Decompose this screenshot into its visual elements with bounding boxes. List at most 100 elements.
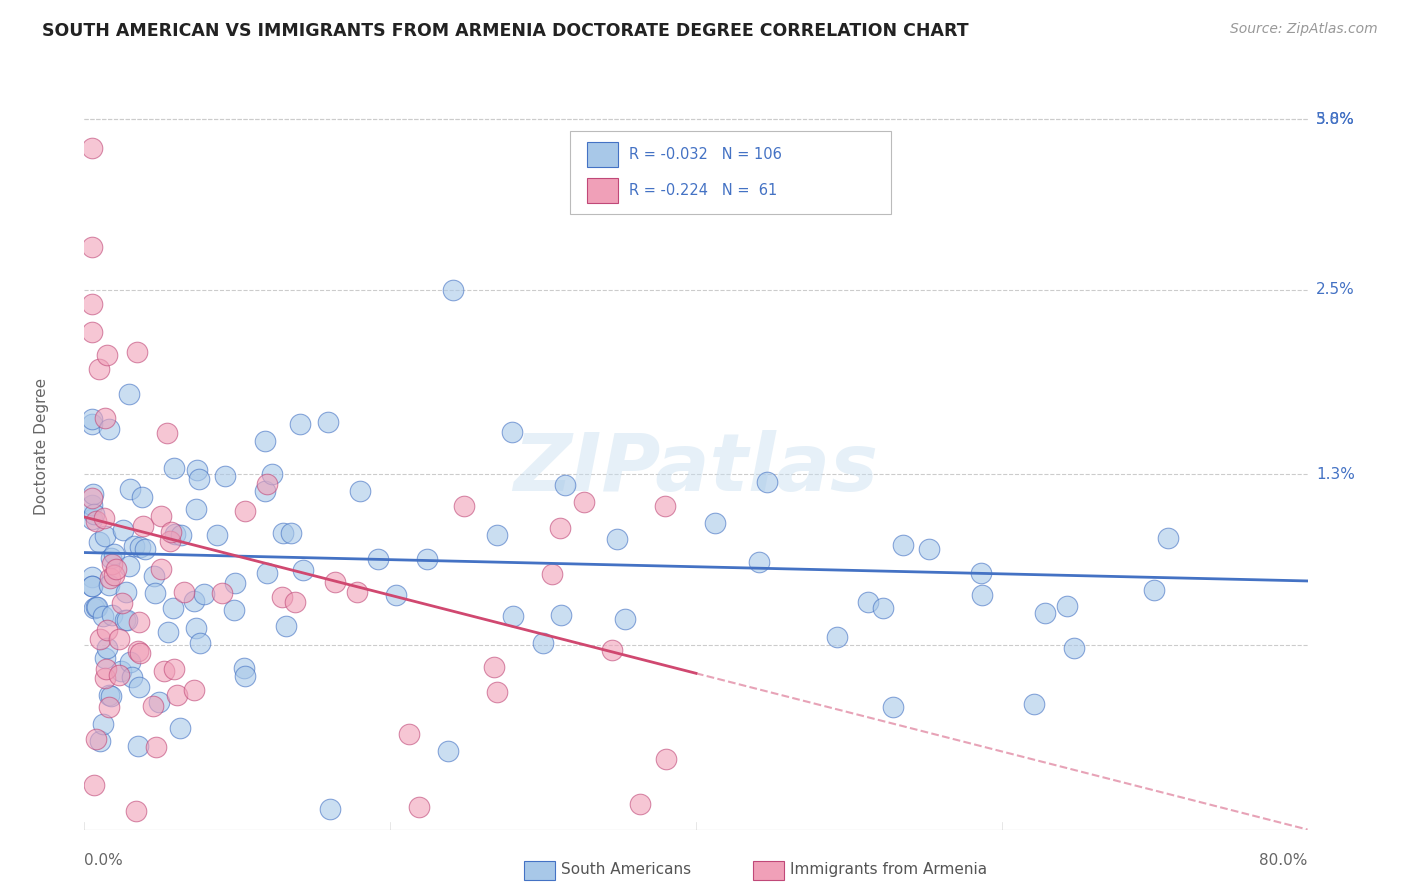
Point [125,804,148,818]
Text: ZIPatlas: ZIPatlas [513,430,879,508]
Point [441,283,464,297]
Point [323,575,346,590]
Point [108,632,131,646]
Point [103,547,125,561]
Point [94,651,117,665]
Point [89,734,111,748]
Text: SOUTH AMERICAN VS IMMIGRANTS FROM ARMENIA DOCTORATE DEGREE CORRELATION CHART: SOUTH AMERICAN VS IMMIGRANTS FROM ARMENI… [42,22,969,40]
Point [80,579,103,593]
Point [319,801,342,815]
Point [91,716,114,731]
Point [98,422,121,436]
Point [398,727,420,741]
Point [233,661,256,675]
Point [280,526,302,541]
Point [184,621,207,635]
Point [233,504,256,518]
Point [385,588,408,602]
Point [80,498,103,512]
Point [96,348,118,362]
Point [253,484,276,499]
Point [94,663,117,677]
Text: 2.5%: 2.5% [1316,282,1354,297]
Point [80,141,103,155]
Point [1022,698,1045,712]
Text: R = -0.032   N = 106: R = -0.032 N = 106 [630,146,782,161]
Point [111,596,134,610]
Point [118,559,141,574]
Point [271,591,294,605]
Point [118,482,141,496]
Point [125,345,148,359]
Point [1156,531,1178,545]
Point [856,595,879,609]
Point [80,240,103,254]
Point [882,700,904,714]
Text: 80.0%: 80.0% [1260,853,1308,868]
Point [501,425,523,439]
Point [367,552,389,566]
Point [211,585,233,599]
Point [162,600,184,615]
Point [291,563,314,577]
Point [316,415,339,429]
Point [80,491,103,505]
Point [132,519,155,533]
Point [91,609,114,624]
Point [290,417,312,432]
Point [100,558,122,572]
Point [748,555,770,569]
Point [970,566,993,580]
Point [110,664,132,678]
Text: Doctorate Degree: Doctorate Degree [34,377,49,515]
Point [262,467,284,481]
Point [80,579,103,593]
Point [156,624,179,639]
Point [108,668,131,682]
Point [408,800,430,814]
Point [256,566,278,580]
Point [160,525,183,540]
Point [142,568,165,582]
Point [83,600,105,615]
Point [193,587,215,601]
Point [614,611,637,625]
Point [163,662,186,676]
Point [235,669,257,683]
Point [188,636,211,650]
Point [148,694,170,708]
Point [437,744,460,758]
Point [891,538,914,552]
Point [127,644,149,658]
Point [121,670,143,684]
Point [1033,606,1056,620]
Text: 1.3%: 1.3% [1316,467,1355,482]
Point [186,463,208,477]
Point [96,623,118,637]
Point [86,600,108,615]
Point [89,632,111,646]
Point [122,539,145,553]
Point [82,486,104,500]
Point [94,528,117,542]
Point [541,567,564,582]
Point [105,562,128,576]
Point [143,586,166,600]
Point [97,688,120,702]
Point [156,425,179,440]
Point [100,607,122,622]
Point [134,542,156,557]
Point [80,511,103,525]
Point [349,484,371,499]
Point [98,578,121,592]
Point [100,689,122,703]
Point [165,526,187,541]
Point [825,630,848,644]
Text: 0.0%: 0.0% [84,853,124,868]
Point [918,541,941,556]
Text: 3.8%: 3.8% [1316,112,1355,127]
Point [80,326,103,340]
Point [170,528,193,542]
Point [703,516,725,530]
Text: Immigrants from Armenia: Immigrants from Armenia [790,863,987,877]
